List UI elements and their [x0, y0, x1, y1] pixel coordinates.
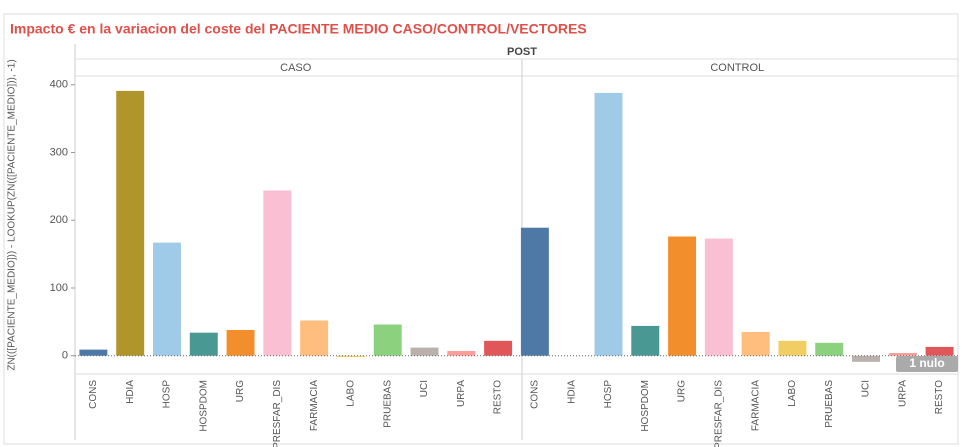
bar — [484, 340, 513, 356]
bar — [594, 92, 623, 356]
x-tick-label: URPA — [456, 380, 467, 407]
bar — [925, 346, 954, 356]
bar — [447, 350, 476, 356]
null-badge — [896, 356, 958, 372]
bar — [704, 238, 733, 356]
x-tick-label: HOSP — [603, 380, 614, 409]
y-axis-label: ZN(([PACIENTE_MEDIO])) - LOOKUP(ZN(([PAC… — [7, 59, 18, 370]
x-tick-label: HDIA — [566, 380, 577, 404]
x-tick-label: HOSPDOM — [198, 380, 209, 432]
bar — [520, 227, 549, 356]
panel-label: CASO — [280, 62, 312, 74]
y-tick-label: 0 — [62, 350, 68, 362]
x-tick-label: PRESFAR_DIS — [272, 380, 283, 447]
bar — [336, 355, 365, 358]
x-tick-label: LABO — [787, 380, 798, 407]
panel-label: CONTROL — [710, 62, 764, 74]
x-tick-label: HOSPDOM — [640, 380, 651, 432]
x-tick-label: URG — [677, 380, 688, 402]
x-tick-label: RESTO — [934, 380, 945, 414]
bar — [888, 353, 917, 356]
chart-title: Impacto € en la variacion del coste del … — [10, 21, 587, 37]
x-tick-label: UCI — [861, 380, 872, 397]
x-tick-label: URPA — [897, 380, 908, 407]
x-tick-label: UCI — [419, 380, 430, 397]
bar — [152, 242, 181, 356]
header: POST — [507, 46, 537, 58]
frame — [3, 13, 959, 445]
x-tick-label: PRESFAR_DIS — [713, 380, 724, 447]
bar — [778, 340, 807, 356]
x-tick-label: CONS — [88, 380, 99, 409]
x-tick-label: FARMACIA — [750, 380, 761, 431]
bar — [116, 90, 145, 356]
x-tick-label: CONS — [530, 380, 541, 409]
null-indicator: 1 nulo — [909, 356, 944, 370]
bar — [852, 355, 881, 362]
bar — [815, 342, 844, 356]
x-tick-label: RESTO — [493, 380, 504, 414]
x-tick-label: HOSP — [162, 380, 173, 409]
x-tick-label: URG — [235, 380, 246, 402]
bar — [741, 332, 770, 356]
x-tick-label: HDIA — [125, 380, 136, 404]
y-tick-label: 200 — [50, 214, 68, 226]
x-tick-label: PRUEBAS — [382, 380, 393, 428]
bar — [668, 236, 697, 356]
bar — [410, 347, 439, 356]
y-tick-label: 300 — [50, 146, 68, 158]
bar — [373, 324, 402, 356]
x-tick-label: FARMACIA — [309, 380, 320, 431]
y-tick-label: 400 — [50, 79, 68, 91]
y-tick-label: 100 — [50, 282, 68, 294]
bar — [79, 349, 108, 356]
bar — [263, 190, 292, 356]
bar — [631, 325, 660, 356]
x-tick-label: PRUEBAS — [824, 380, 835, 428]
bar — [300, 320, 329, 356]
bar — [189, 332, 218, 356]
x-tick-label: LABO — [346, 380, 357, 407]
bar — [226, 329, 255, 356]
